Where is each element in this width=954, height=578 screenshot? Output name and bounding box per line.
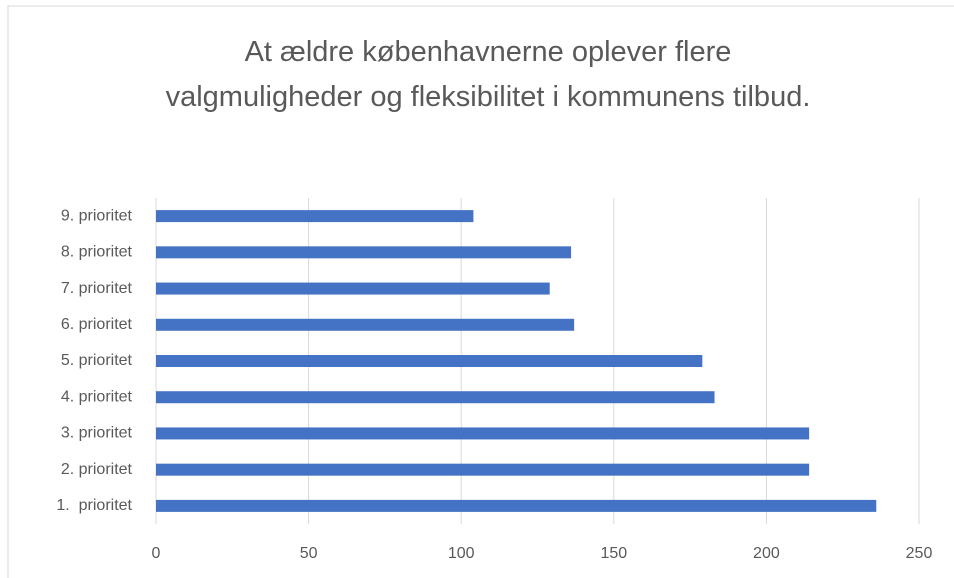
bar xyxy=(156,427,810,440)
bar xyxy=(156,210,474,223)
bar xyxy=(156,318,575,331)
y-tick-label: 4. prioritet xyxy=(61,388,133,405)
y-tick-label: 9. prioritet xyxy=(61,207,133,224)
bar xyxy=(156,246,572,259)
bar xyxy=(156,282,550,295)
y-tick-label: 8. prioritet xyxy=(61,244,133,261)
x-tick-label: 250 xyxy=(906,545,933,562)
bar xyxy=(156,499,877,512)
x-tick-label: 0 xyxy=(152,545,161,562)
y-tick-label: 7. prioritet xyxy=(61,280,133,297)
y-tick-label: 3. prioritet xyxy=(61,425,133,442)
bar xyxy=(156,355,703,367)
bar xyxy=(156,463,810,476)
y-tick-label: 2. prioritet xyxy=(61,461,133,478)
y-tick-label: 5. prioritet xyxy=(61,352,133,369)
x-tick-label: 150 xyxy=(600,545,627,562)
chart-border xyxy=(7,5,954,578)
bar xyxy=(156,391,715,404)
x-tick-label: 100 xyxy=(448,545,475,562)
x-tick-label: 50 xyxy=(300,545,318,562)
chart-title: At ældre københavnerne oplever flere val… xyxy=(165,36,811,113)
x-tick-label: 200 xyxy=(753,545,780,562)
y-tick-label: 1. prioritet xyxy=(56,497,132,514)
y-tick-label: 6. prioritet xyxy=(61,316,133,333)
